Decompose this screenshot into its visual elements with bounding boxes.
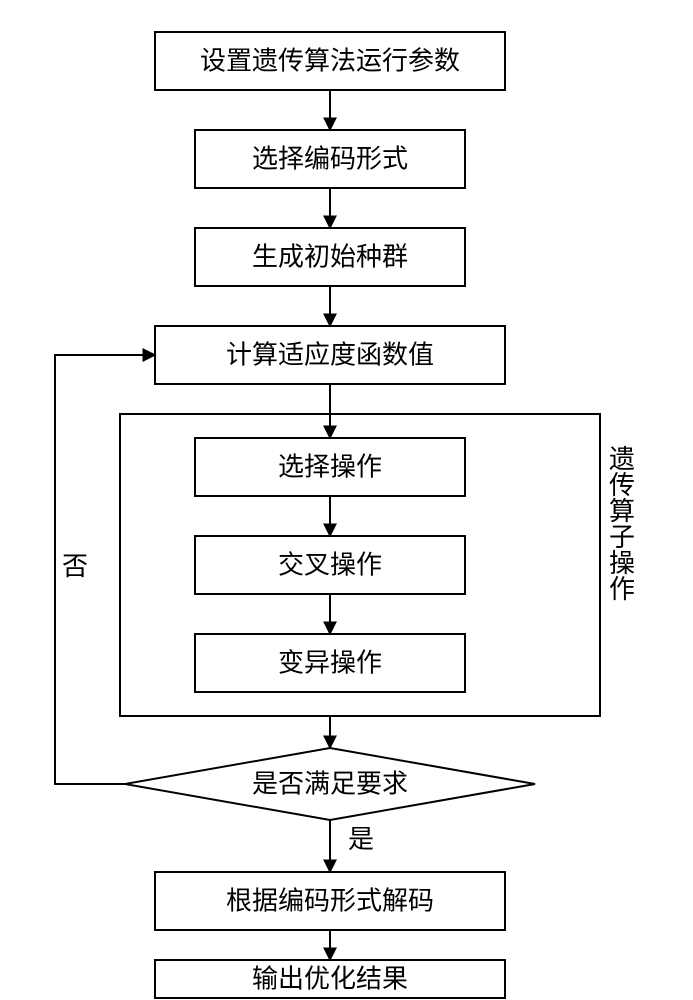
yes-label: 是 [348, 825, 374, 854]
n4-label: 计算适应度函数值 [226, 341, 434, 370]
n8-label: 根据编码形式解码 [226, 887, 434, 916]
n2-label: 选择编码形式 [252, 145, 408, 174]
side-label: 遗传算子操作 [606, 445, 635, 601]
n6-label: 交叉操作 [278, 551, 382, 580]
n7-label: 变异操作 [278, 649, 382, 678]
n5-label: 选择操作 [278, 453, 382, 482]
decision-label: 是否满足要求 [252, 770, 408, 799]
n1-label: 设置遗传算法运行参数 [200, 47, 460, 76]
no-label: 否 [62, 552, 88, 581]
n9-label: 输出优化结果 [252, 965, 408, 994]
n3-label: 生成初始种群 [252, 243, 408, 272]
